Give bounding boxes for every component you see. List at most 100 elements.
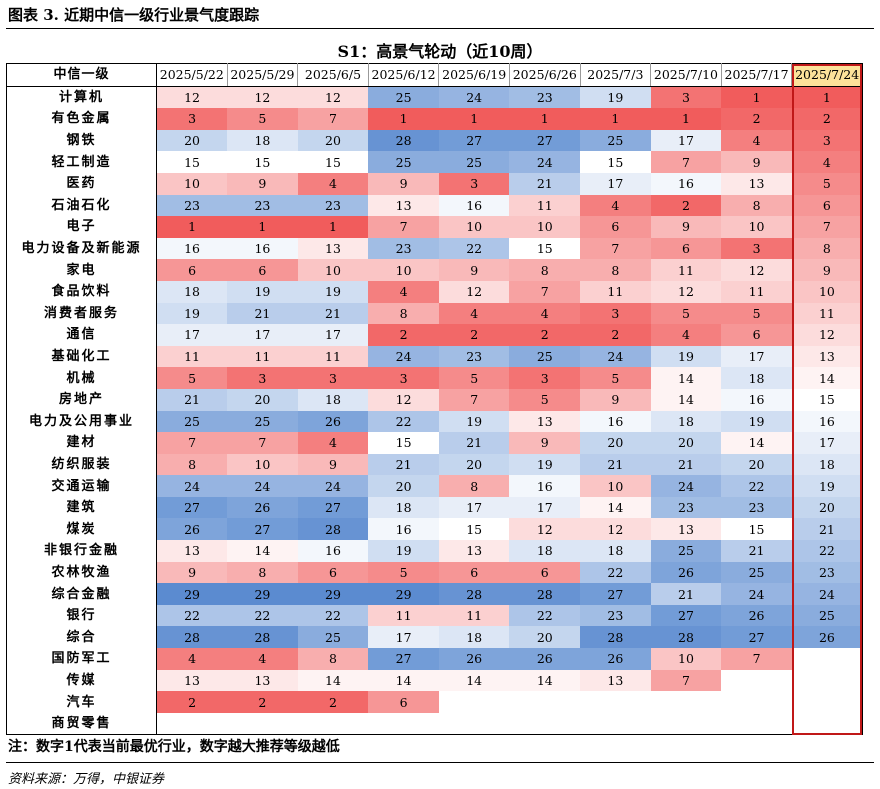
footnote-divider: [6, 762, 874, 763]
heatmap-cell: 18: [156, 280, 228, 303]
heatmap-cell: 11: [509, 194, 581, 217]
heatmap-cell: 11: [580, 280, 651, 303]
heatmap-cell: 22: [438, 237, 510, 260]
heatmap-cell: 22: [580, 561, 651, 584]
heatmap-cell: 3: [650, 86, 722, 109]
table-row: 商贸零售: [6, 712, 863, 736]
heatmap-cell: 1: [297, 216, 369, 238]
heatmap-cell: 5: [509, 388, 581, 411]
heatmap-cell: 5: [156, 367, 228, 389]
heatmap-cell: 7: [368, 216, 439, 238]
heatmap-cell: 23: [509, 86, 581, 109]
table-row: 食品饮料 18 19 19 4 12 7 11 12 11 10: [6, 280, 863, 303]
heatmap-cell: 7: [650, 151, 722, 173]
heatmap-cell: 13: [368, 194, 439, 217]
heatmap-cell: 26: [791, 626, 863, 649]
heatmap-cell: 7: [791, 216, 863, 238]
heatmap-cell: 25: [227, 410, 298, 433]
heatmap-cell: 13: [721, 172, 792, 195]
heatmap-cell: 9: [227, 172, 298, 195]
industry-name: 纺织服装: [6, 453, 157, 476]
table-row: 通信 17 17 17 2 2 2 2 4 6 12: [6, 324, 863, 346]
heatmap-cell: 9: [650, 216, 722, 238]
heatmap-cell: 10: [721, 216, 792, 238]
heatmap-cell: 18: [227, 129, 298, 152]
heatmap-cell: 18: [721, 367, 792, 389]
heatmap-cell: 17: [438, 496, 510, 519]
industry-name: 非银行金融: [6, 540, 157, 562]
industry-name: 商贸零售: [6, 712, 157, 736]
heatmap-cell: 20: [227, 388, 298, 411]
industry-name: 煤炭: [6, 518, 157, 541]
heatmap-cell: 21: [156, 388, 228, 411]
heatmap-cell: 29: [227, 583, 298, 605]
column-header-date: 2025/7/24: [791, 63, 863, 87]
heatmap-cell: 4: [368, 280, 439, 303]
heatmap-cell: 16: [650, 172, 722, 195]
heatmap-cell: 23: [791, 561, 863, 584]
heatmap-cell: 2: [580, 324, 651, 346]
heatmap-cell: [791, 669, 863, 692]
heatmap-cell: 14: [509, 669, 581, 692]
footnote: 注：数字1代表当前最优行业，数字越大推荐等级越低: [8, 739, 340, 755]
industry-name: 食品饮料: [6, 280, 157, 303]
heatmap-cell: 12: [368, 388, 439, 411]
heatmap-cell: 17: [721, 345, 792, 368]
heatmap-cell: 18: [368, 496, 439, 519]
heatmap-cell: 14: [297, 669, 369, 692]
heatmap-cell: 17: [297, 324, 369, 346]
heatmap-cell: 18: [791, 453, 863, 476]
industry-name: 银行: [6, 604, 157, 627]
heatmap-cell: 16: [297, 540, 369, 562]
heatmap-cell: 9: [721, 151, 792, 173]
heatmap-cell: 15: [368, 432, 439, 454]
heatmap-cell: 21: [721, 540, 792, 562]
heatmap-cell: [580, 712, 651, 736]
heatmap-cell: 1: [580, 108, 651, 130]
heatmap-cell: 1: [438, 108, 510, 130]
heatmap-cell: 21: [791, 518, 863, 541]
heatmap-cell: 23: [368, 237, 439, 260]
heatmap-cell: 19: [791, 475, 863, 497]
heatmap-cell: 17: [580, 172, 651, 195]
heatmap-cell: [721, 669, 792, 692]
heatmap-cell: 3: [509, 367, 581, 389]
heatmap-cell: [721, 691, 792, 713]
industry-name: 机械: [6, 367, 157, 389]
heatmap-cell: 3: [227, 367, 298, 389]
table-body: 计算机 12 12 12 25 24 23 19 3 1 1 有色金属 3 5 7 1 1 1 1 1 2 2 钢铁 20 18…: [6, 86, 863, 736]
heatmap-cell: 7: [156, 432, 228, 454]
heatmap-cell: 21: [650, 583, 722, 605]
heatmap-cell: 23: [438, 345, 510, 368]
heatmap-cell: 15: [438, 518, 510, 541]
heatmap-cell: 29: [368, 583, 439, 605]
heatmap-cell: 1: [650, 108, 722, 130]
heatmap-cell: 28: [297, 518, 369, 541]
heatmap-cell: 8: [438, 475, 510, 497]
heatmap-cell: 28: [227, 626, 298, 649]
heatmap-cell: 16: [721, 388, 792, 411]
heatmap-cell: 5: [227, 108, 298, 130]
heatmap-cell: 28: [580, 626, 651, 649]
heatmap-cell: 20: [297, 129, 369, 152]
heatmap-cell: 11: [650, 259, 722, 281]
heatmap-cell: 27: [650, 604, 722, 627]
heatmap-cell: 11: [438, 604, 510, 627]
table-row: 综合金融 29 29 29 29 28 28 27 21 24 24: [6, 583, 863, 605]
table-row: 医药 10 9 4 9 3 21 17 16 13 5: [6, 172, 863, 195]
column-header-date: 2025/6/19: [438, 63, 510, 87]
heatmap-cell: 10: [509, 216, 581, 238]
heatmap-cell: 13: [650, 518, 722, 541]
heatmap-cell: 16: [580, 410, 651, 433]
heatmap-cell: 13: [156, 669, 228, 692]
industry-name: 计算机: [6, 86, 157, 109]
heatmap-cell: 20: [791, 496, 863, 519]
heatmap-cell: 24: [368, 345, 439, 368]
heatmap-cell: 1: [156, 216, 228, 238]
heatmap-cell: 17: [509, 496, 581, 519]
heatmap-cell: 19: [297, 280, 369, 303]
heatmap-cell: 2: [721, 108, 792, 130]
heatmap-cell: 26: [509, 648, 581, 670]
heatmap-cell: 9: [580, 388, 651, 411]
industry-name: 有色金属: [6, 108, 157, 130]
